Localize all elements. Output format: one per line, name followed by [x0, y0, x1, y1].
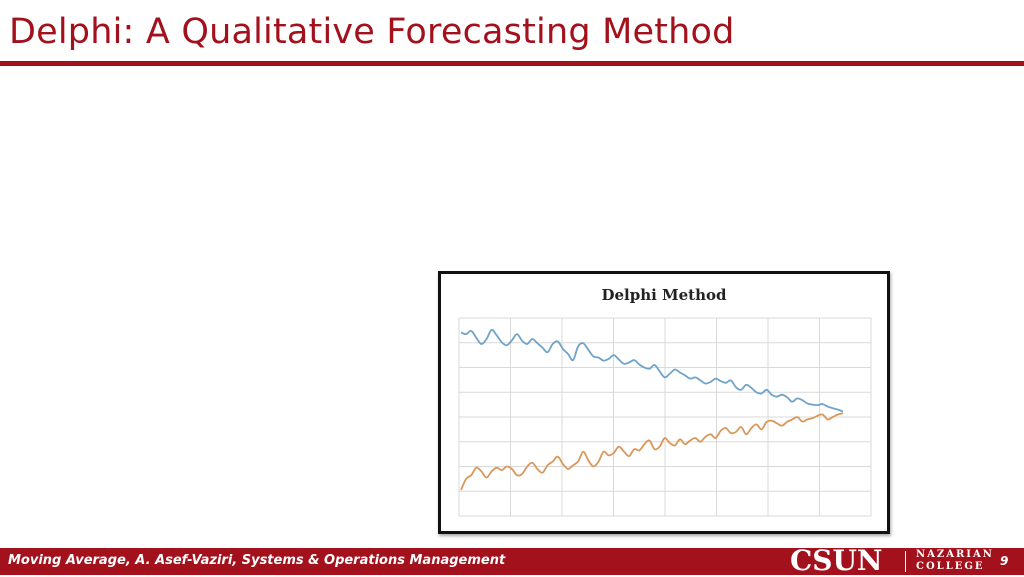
slide-title: Delphi: A Qualitative Forecasting Method [9, 12, 735, 52]
chart-title: Delphi Method [601, 286, 727, 304]
footer-bar: Moving Average, A. Asef-Vaziri, Systems … [0, 544, 1024, 577]
chart-series-group [460, 328, 844, 491]
chart-frame: Delphi Method [438, 271, 890, 534]
logo-line-1: NAZARIAN [916, 549, 994, 560]
nazarian-college-logo: NAZARIAN COLLEGE [916, 549, 994, 573]
chart-gridlines [458, 317, 872, 517]
page-number: 9 [1000, 554, 1009, 568]
logo-line-2: COLLEGE [916, 561, 985, 572]
logo-divider [905, 551, 906, 572]
series-line-lower [460, 412, 844, 491]
delphi-line-chart: Delphi Method [458, 286, 872, 517]
footer-text: Moving Average, A. Asef-Vaziri, Systems … [8, 553, 506, 568]
title-divider [0, 61, 1024, 66]
csun-logo: CSUN [790, 544, 883, 577]
series-line-upper [460, 328, 844, 413]
